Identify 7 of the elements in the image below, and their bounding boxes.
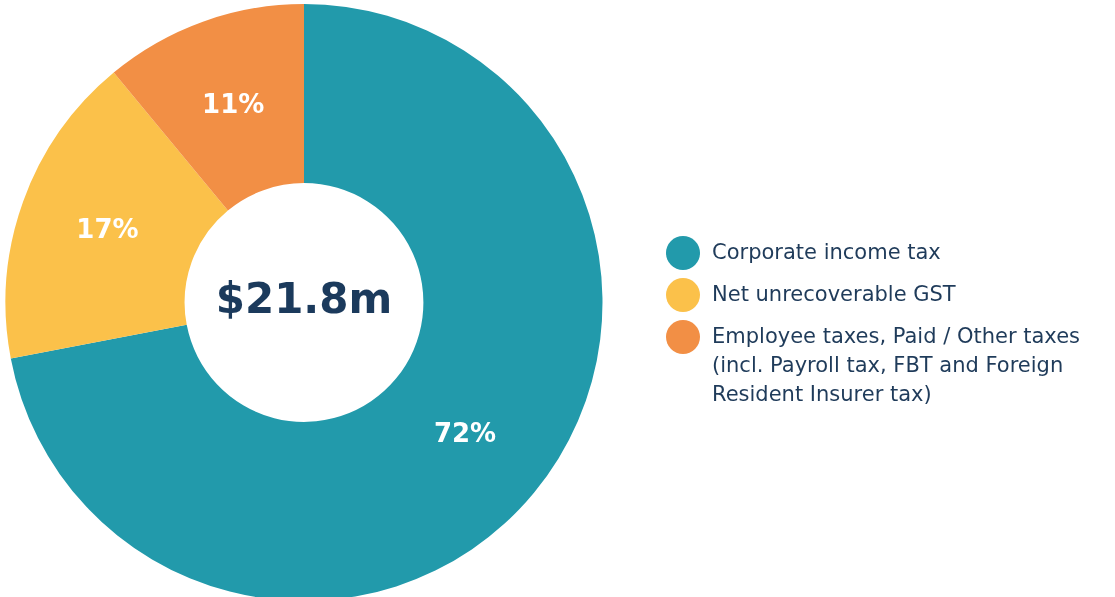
- legend-label: Corporate income tax: [712, 239, 941, 266]
- legend-label: Employee taxes, Paid / Other taxes (incl. Payroll tax, FBT and Foreign Resident Insurer tax): [712, 323, 1081, 408]
- text: $21.8m: [215, 274, 393, 324]
- legend-label: Net unrecoverable GST: [712, 281, 956, 308]
- data-label: 17%: [76, 214, 139, 245]
- data-label: 72%: [433, 418, 497, 449]
- data-label: 11%: [202, 88, 265, 119]
